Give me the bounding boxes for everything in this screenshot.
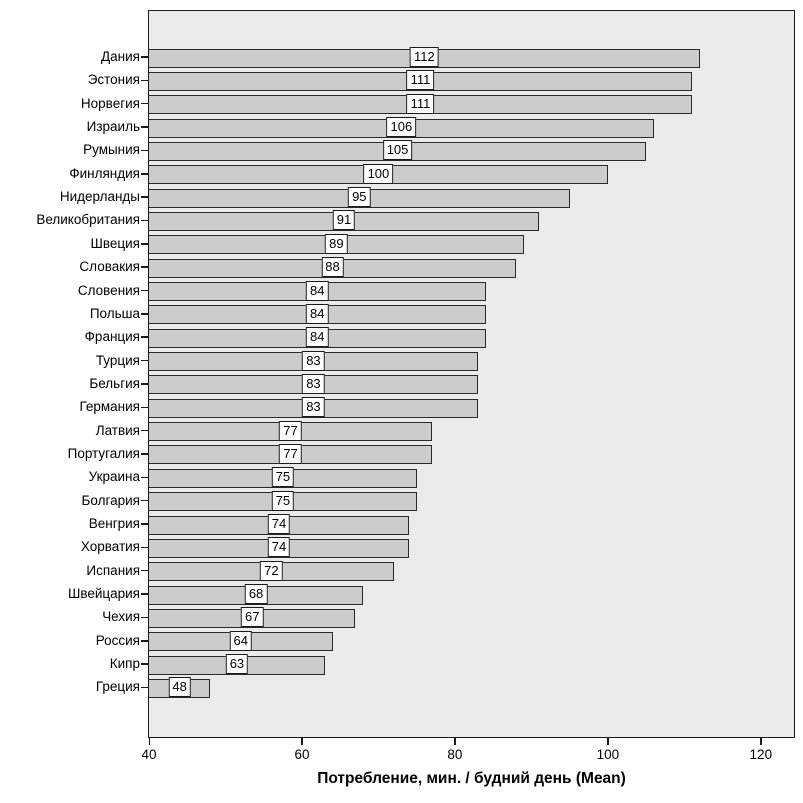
category-label: Чехия: [102, 609, 140, 625]
y-axis-tick: [141, 406, 148, 408]
y-axis-tick: [141, 499, 148, 502]
category-label: Эстония: [87, 72, 140, 88]
value-label: 74: [267, 514, 291, 534]
category-label: Нидерланды: [59, 189, 140, 205]
value-label: 112: [409, 47, 439, 67]
category-label: Болгария: [81, 492, 140, 508]
category-label: Румыния: [83, 142, 140, 158]
category-label: Бельгия: [89, 375, 140, 391]
value-label: 88: [321, 257, 344, 278]
y-axis-tick: [141, 546, 148, 549]
category-label: Португалия: [67, 445, 140, 461]
value-label: 111: [406, 70, 435, 91]
value-label: 100: [363, 163, 394, 184]
x-tick-label: 40: [141, 747, 157, 762]
value-label: 83: [302, 350, 325, 371]
x-tick-label: 80: [447, 747, 463, 762]
value-label: 67: [241, 607, 264, 628]
category-label: Венгрия: [88, 516, 140, 531]
x-axis-tick: [454, 738, 456, 745]
y-axis-tick: [141, 56, 148, 58]
value-label: 91: [332, 210, 356, 231]
category-label: Греция: [95, 679, 140, 695]
y-axis-tick: [141, 102, 148, 105]
value-label: 83: [302, 373, 325, 394]
category-label: Хорватия: [80, 539, 140, 555]
y-axis-tick: [141, 266, 148, 268]
x-tick-label: 60: [294, 747, 310, 762]
y-axis-tick: [141, 593, 148, 595]
category-label: Германия: [79, 399, 140, 415]
value-label: 83: [302, 397, 325, 418]
value-label: 106: [386, 117, 417, 138]
category-label: Дания: [101, 49, 140, 64]
value-label: 84: [306, 303, 329, 324]
x-axis-tick: [607, 738, 609, 745]
value-label: 75: [271, 490, 295, 511]
y-axis-tick: [141, 126, 148, 128]
y-axis-tick: [141, 149, 148, 152]
category-label: Украина: [88, 469, 140, 485]
y-axis-tick: [141, 686, 148, 689]
value-label: 84: [306, 280, 329, 301]
y-axis-tick: [141, 453, 148, 455]
value-label: 77: [279, 420, 302, 441]
value-label: 63: [225, 654, 249, 675]
value-label: 84: [306, 327, 329, 348]
category-label: Франция: [84, 329, 140, 345]
value-label: 105: [382, 140, 413, 161]
category-label: Польша: [89, 305, 140, 321]
y-axis-tick: [141, 173, 148, 175]
category-label: Кипр: [109, 656, 140, 672]
x-tick-label: 100: [596, 747, 620, 762]
category-label: Швейцария: [67, 586, 140, 602]
category-label: Великобритания: [36, 212, 140, 228]
y-axis-tick: [141, 640, 148, 642]
x-axis-tick: [760, 738, 762, 745]
value-label: 48: [168, 677, 191, 698]
category-label: Швеция: [90, 235, 141, 251]
plot-area: 112 111 111 106 105 100 95 91 89 88 84 84 84 83 83 83 77…: [148, 10, 795, 738]
y-axis-tick: [141, 663, 148, 665]
y-axis-tick: [141, 243, 148, 245]
category-label: Финляндия: [69, 165, 140, 181]
y-axis-tick: [141, 383, 148, 385]
y-axis-tick: [141, 219, 148, 222]
category-label: Россия: [95, 632, 140, 648]
x-axis-tick: [148, 738, 150, 745]
y-axis-tick: [141, 313, 148, 315]
category-label: Словения: [77, 282, 140, 298]
value-label: 64: [229, 630, 252, 651]
x-axis-title: Потребление, мин. / будний день (Mean): [317, 770, 626, 787]
category-label: Турция: [95, 352, 140, 368]
y-axis-tick: [141, 523, 148, 525]
category-label: Словакия: [79, 259, 140, 275]
category-label: Израиль: [86, 119, 140, 135]
y-axis-tick: [141, 429, 148, 432]
value-label: 111: [406, 93, 435, 114]
value-label: 75: [271, 467, 295, 488]
y-axis-tick: [141, 196, 148, 198]
y-axis-tick: [141, 289, 148, 292]
value-label: 77: [279, 443, 302, 464]
x-tick-label: 120: [749, 747, 773, 762]
category-label: Испания: [86, 562, 140, 578]
y-axis-tick: [141, 336, 148, 338]
x-axis-tick: [301, 738, 303, 745]
y-axis-tick: [141, 616, 148, 619]
value-label: 74: [267, 537, 291, 558]
y-axis-tick: [141, 79, 148, 82]
category-label: Норвегия: [80, 95, 140, 111]
y-axis-tick: [141, 476, 148, 479]
value-label: 95: [348, 187, 371, 208]
y-axis-tick: [141, 569, 148, 572]
y-axis-tick: [141, 359, 148, 362]
value-label: 68: [244, 584, 268, 605]
value-label: 89: [325, 233, 348, 254]
value-label: 72: [260, 560, 283, 581]
category-label: Латвия: [95, 422, 140, 438]
